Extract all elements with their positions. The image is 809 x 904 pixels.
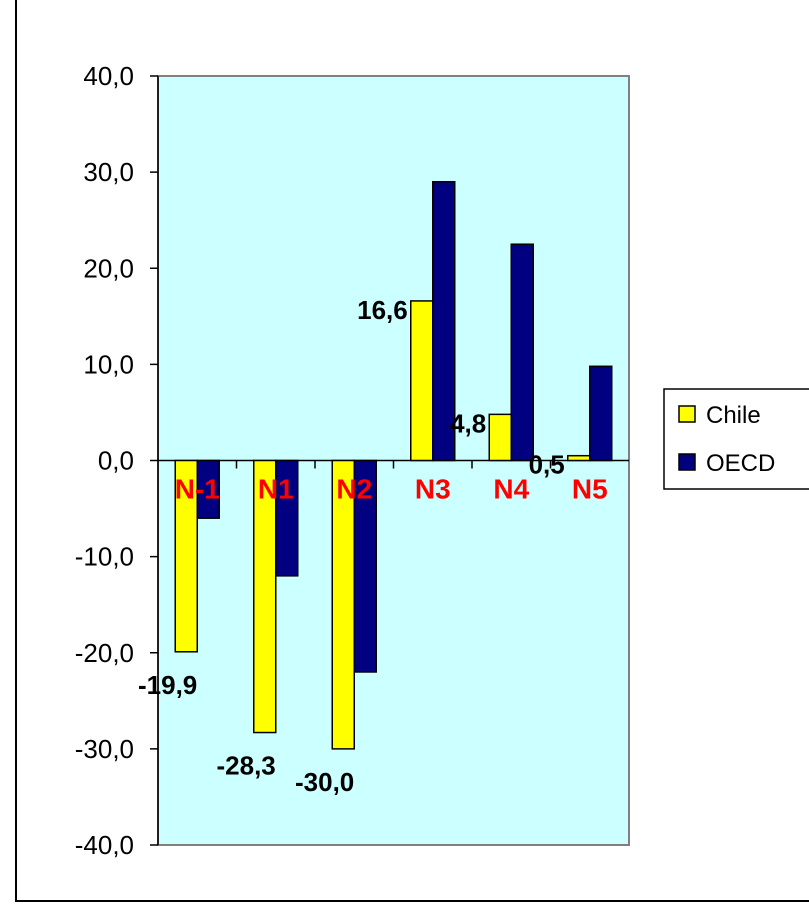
data-label-chile: 4,8: [450, 408, 486, 438]
bar-oecd: [275, 459, 299, 577]
category-label: N1: [258, 474, 294, 505]
bar-oecd: [432, 180, 456, 462]
y-tick-label: -30,0: [75, 734, 134, 764]
data-label-chile: 0,5: [529, 450, 565, 480]
y-tick-label: 30,0: [83, 157, 134, 187]
category-label: N-1: [175, 474, 220, 505]
y-tick-label: 40,0: [83, 61, 134, 91]
bar-oecd: [196, 459, 220, 519]
bar-oecd: [589, 365, 613, 462]
bar-chile: [253, 459, 277, 734]
y-tick-label: -10,0: [75, 542, 134, 572]
category-label: N2: [336, 474, 372, 505]
y-tick-label: 10,0: [83, 349, 134, 379]
category-label: N3: [415, 474, 451, 505]
legend-label-oecd: OECD: [706, 450, 775, 477]
y-tick-label: -40,0: [75, 830, 134, 860]
legend-label-chile: Chile: [706, 402, 761, 429]
legend-swatch-oecd: [678, 453, 696, 471]
y-tick-label: 0,0: [98, 446, 134, 476]
bar-chile: [174, 459, 198, 653]
data-label-chile: -30,0: [295, 767, 354, 797]
data-label-chile: -28,3: [216, 751, 275, 781]
bar-oecd: [353, 459, 377, 673]
data-label-chile: -19,9: [138, 670, 197, 700]
legend-swatch-chile: [678, 405, 696, 423]
category-label: N5: [572, 474, 608, 505]
data-label-chile: 16,6: [357, 295, 408, 325]
y-tick-label: 20,0: [83, 253, 134, 283]
bar-oecd: [510, 243, 534, 462]
bar-chile: [567, 454, 591, 462]
category-label: N4: [493, 474, 529, 505]
y-tick-label: -20,0: [75, 638, 134, 668]
bar-chile: [488, 413, 512, 462]
bar-chile: [410, 300, 434, 462]
